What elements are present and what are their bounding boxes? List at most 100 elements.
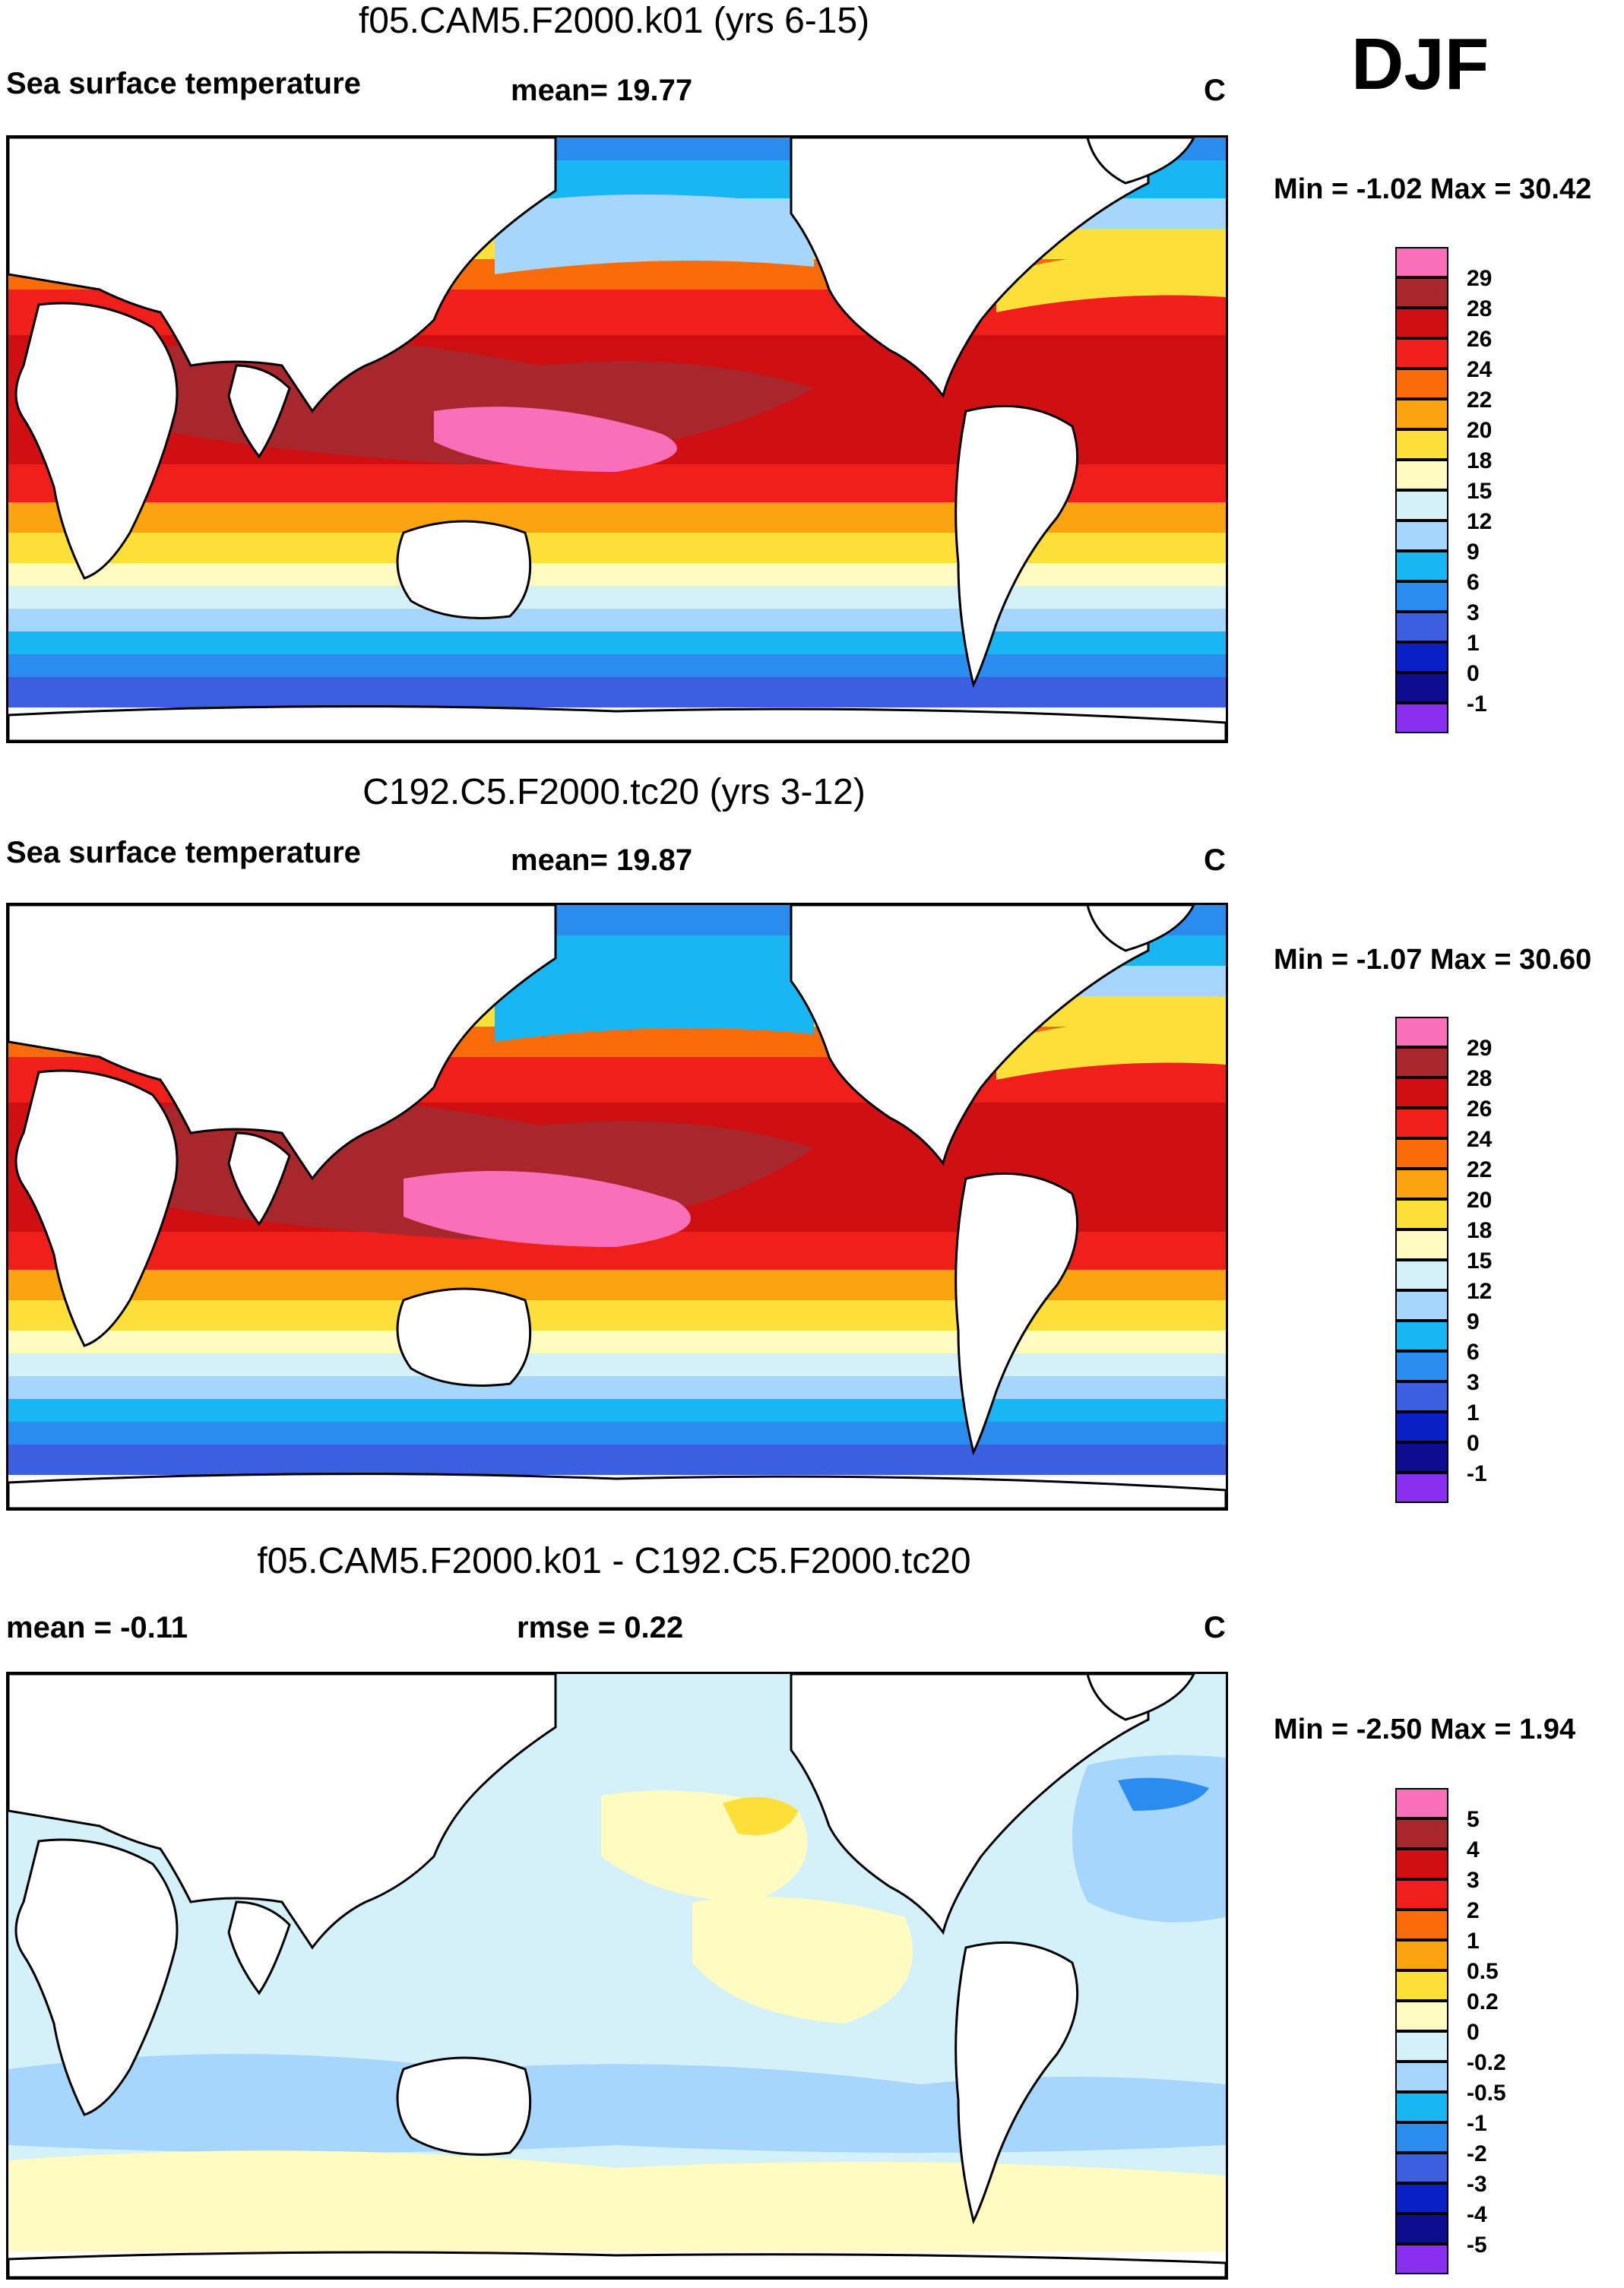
panel1-colorbar-swatch xyxy=(1395,399,1448,429)
panel1-colorbar-label: 28 xyxy=(1467,296,1493,321)
panel1-colorbar-swatch xyxy=(1395,551,1448,581)
panel2-colorbar-label: 24 xyxy=(1467,1127,1493,1152)
panel1-colorbar-swatch xyxy=(1395,490,1448,521)
panel3-colorbar-swatch xyxy=(1395,2001,1448,2031)
panel3-colorbar-label: -1 xyxy=(1467,2111,1487,2136)
panel3-colorbar-label: -5 xyxy=(1467,2233,1487,2258)
panel3-colorbar-label: 1 xyxy=(1467,1929,1480,1954)
panel3-colorbar-label: 0 xyxy=(1467,2020,1480,2045)
panel2-colorbar-label: -1 xyxy=(1467,1461,1487,1486)
panel3-colorbar-swatch xyxy=(1395,1940,1448,1970)
panel2-colorbar-label: 28 xyxy=(1467,1066,1493,1091)
panel3-colorbar-label: -2 xyxy=(1467,2141,1487,2166)
panel3-land xyxy=(8,1674,1226,2277)
panel3-minmax: Min = -2.50 Max = 1.94 xyxy=(1274,1714,1576,1745)
panel3-colorbar-swatch xyxy=(1395,1970,1448,2001)
season-label: DJF xyxy=(1351,24,1489,105)
panel1-land xyxy=(8,138,1226,741)
panel1-colorbar-label: 15 xyxy=(1467,479,1493,504)
panel1-colorbar-swatch xyxy=(1395,703,1448,733)
panel3-colorbar-label: 4 xyxy=(1467,1837,1480,1862)
panel2-colorbar-swatch xyxy=(1395,1260,1448,1290)
panel3-title: f05.CAM5.F2000.k01 - C192.C5.F2000.tc20 xyxy=(257,1541,971,1581)
panel3-colorbar-label: 3 xyxy=(1467,1868,1480,1893)
panel3-colorbar-swatch xyxy=(1395,2092,1448,2122)
panel2-colorbar-swatch xyxy=(1395,1047,1448,1078)
panel1-colorbar-label: 22 xyxy=(1467,388,1493,413)
panel3-colorbar-label: 0.2 xyxy=(1467,1989,1499,2014)
panel3-colorbar-swatch xyxy=(1395,1818,1448,1849)
panel1-colorbar-label: 3 xyxy=(1467,600,1480,625)
panel1-colorbar-label: 20 xyxy=(1467,418,1493,443)
panel3-map xyxy=(6,1672,1228,2280)
panel3-colorbar-swatch xyxy=(1395,2153,1448,2183)
panel3-colorbar-swatch xyxy=(1395,2062,1448,2092)
panel2-colorbar-swatch xyxy=(1395,1169,1448,1199)
panel3-colorbar-swatch xyxy=(1395,1788,1448,1818)
panel1-units-label: C xyxy=(1204,74,1226,107)
panel2-title: C192.C5.F2000.tc20 (yrs 3-12) xyxy=(362,772,866,812)
panel2-colorbar-label: 18 xyxy=(1467,1218,1493,1243)
panel2-colorbar-swatch xyxy=(1395,1108,1448,1138)
panel1-colorbar-swatch xyxy=(1395,612,1448,642)
panel2-land xyxy=(8,905,1226,1508)
panel2-colorbar-label: 6 xyxy=(1467,1340,1480,1365)
panel2-colorbar-label: 26 xyxy=(1467,1097,1493,1122)
panel2-colorbar-swatch xyxy=(1395,1229,1448,1260)
panel1-colorbar-swatch xyxy=(1395,521,1448,551)
panel2-minmax: Min = -1.07 Max = 30.60 xyxy=(1274,944,1592,976)
panel1-colorbar-label: 26 xyxy=(1467,327,1493,352)
panel2-colorbar-label: 0 xyxy=(1467,1431,1480,1456)
panel2-colorbar-swatch xyxy=(1395,1351,1448,1381)
panel1-mean-label: mean= 19.77 xyxy=(511,74,693,107)
panel1-colorbar-swatch xyxy=(1395,460,1448,490)
panel2-colorbar-label: 1 xyxy=(1467,1400,1480,1426)
panel1-colorbar-swatch xyxy=(1395,672,1448,703)
panel2-colorbar-swatch xyxy=(1395,1381,1448,1412)
panel3-colorbar-label: -4 xyxy=(1467,2202,1487,2227)
panel1-colorbar-swatch xyxy=(1395,338,1448,369)
panel1-colorbar-swatch xyxy=(1395,369,1448,399)
panel2-mean-label: mean= 19.87 xyxy=(511,843,693,877)
panel3-colorbar-label: 0.5 xyxy=(1467,1959,1499,1984)
panel1-colorbar-label: 12 xyxy=(1467,509,1493,534)
panel3-colorbar-swatch xyxy=(1395,1910,1448,1940)
panel2-colorbar-swatch xyxy=(1395,1473,1448,1503)
panel1-colorbar-swatch xyxy=(1395,308,1448,338)
panel1-colorbar-label: 9 xyxy=(1467,540,1480,565)
panel1-colorbar-swatch xyxy=(1395,581,1448,612)
panel2-colorbar-swatch xyxy=(1395,1321,1448,1351)
panel3-colorbar-swatch xyxy=(1395,1849,1448,1879)
panel2-colorbar-label: 15 xyxy=(1467,1248,1493,1274)
panel3-colorbar-label: -0.2 xyxy=(1467,2050,1506,2075)
panel2-colorbar-label: 29 xyxy=(1467,1036,1493,1061)
panel3-colorbar-label: -3 xyxy=(1467,2172,1487,2197)
panel1-colorbar-swatch xyxy=(1395,642,1448,672)
panel2-colorbar-label: 9 xyxy=(1467,1309,1480,1334)
panel2-colorbar-swatch xyxy=(1395,1138,1448,1169)
panel3-mean-label: mean = -0.11 xyxy=(6,1611,188,1644)
panel2-colorbar-label: 12 xyxy=(1467,1279,1493,1304)
panel3-colorbar-swatch xyxy=(1395,2122,1448,2153)
panel1-colorbar-label: 24 xyxy=(1467,357,1493,382)
panel3-units-label: C xyxy=(1204,1611,1226,1644)
panel3-colorbar-swatch xyxy=(1395,2031,1448,2062)
panel2-colorbar-swatch xyxy=(1395,1017,1448,1047)
panel2-map xyxy=(6,903,1228,1511)
panel2-colorbar-label: 22 xyxy=(1467,1157,1493,1182)
panel2-colorbar-label: 20 xyxy=(1467,1188,1493,1213)
panel1-variable-label: Sea surface temperature xyxy=(6,67,361,100)
panel1-colorbar-label: -1 xyxy=(1467,691,1487,717)
panel3-rmse-label: rmse = 0.22 xyxy=(517,1611,684,1644)
panel1-colorbar-label: 29 xyxy=(1467,266,1493,291)
panel1-colorbar-label: 6 xyxy=(1467,570,1480,595)
panel1-minmax: Min = -1.02 Max = 30.42 xyxy=(1274,173,1592,205)
panel1-colorbar-label: 18 xyxy=(1467,448,1493,473)
panel3-colorbar-swatch xyxy=(1395,2244,1448,2274)
panel1-colorbar-label: 0 xyxy=(1467,661,1480,686)
panel2-colorbar-label: 3 xyxy=(1467,1370,1480,1395)
panel2-colorbar-swatch xyxy=(1395,1442,1448,1473)
panel3-colorbar-label: -0.5 xyxy=(1467,2081,1506,2106)
panel3-colorbar-label: 5 xyxy=(1467,1807,1480,1832)
panel2-colorbar-swatch xyxy=(1395,1199,1448,1229)
